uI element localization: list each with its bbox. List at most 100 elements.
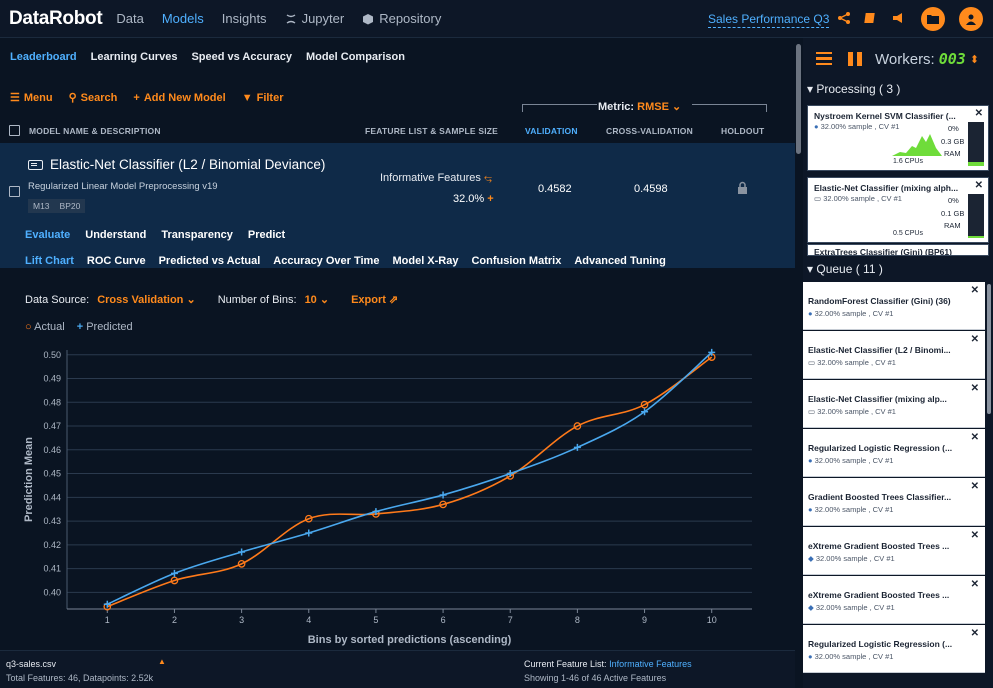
ram-bar xyxy=(968,194,984,238)
close-icon[interactable]: ✕ xyxy=(970,334,979,345)
col-holdout[interactable]: HOLDOUT xyxy=(721,126,765,136)
close-icon[interactable]: ✕ xyxy=(970,530,979,541)
col-validation[interactable]: VALIDATION xyxy=(525,126,578,136)
folder-button[interactable] xyxy=(921,7,945,31)
user-button[interactable] xyxy=(959,7,983,31)
datarobot-logo[interactable]: DataRobot xyxy=(9,7,103,29)
data-source-select[interactable]: Cross Validation ⌄ xyxy=(97,294,196,306)
tab-transparency[interactable]: Transparency xyxy=(161,229,233,241)
tab-roc-curve[interactable]: ROC Curve xyxy=(86,255,146,267)
tab-understand[interactable]: Understand xyxy=(85,229,147,241)
queue-item[interactable]: ✕ Elastic-Net Classifier (L2 / Binomi... ▭… xyxy=(803,331,985,379)
add-model-button[interactable]: + Add New Model xyxy=(133,91,226,104)
tab-leaderboard[interactable]: Leaderboard xyxy=(10,51,77,63)
nav-jupyter[interactable]: Jupyter xyxy=(285,11,344,26)
predicted-point xyxy=(305,529,313,537)
metric-selector[interactable]: Metric: RMSE ⌄ xyxy=(598,101,682,113)
actual-point xyxy=(439,500,447,509)
processing-card[interactable]: Elastic-Net Classifier (mixing alph... ✕… xyxy=(807,177,989,243)
workers-counter: Workers: 003 ⬍ xyxy=(875,50,980,68)
search-button[interactable]: ⚲ Search xyxy=(68,92,118,104)
processing-header[interactable]: ▾ Processing ( 3 ) xyxy=(807,82,901,96)
queue-item[interactable]: ✕ eXtreme Gradient Boosted Trees ... ◆ 32.… xyxy=(803,527,985,575)
model-row[interactable]: Elastic-Net Classifier (L2 / Binomial De… xyxy=(0,143,795,268)
queue-item[interactable]: ✕ Gradient Boosted Trees Classifier... ● 3… xyxy=(803,478,985,526)
queue-item[interactable]: ✕ eXtreme Gradient Boosted Trees ... ◆ 32.… xyxy=(803,576,985,624)
scrollbar-thumb[interactable] xyxy=(796,44,801,154)
model-title[interactable]: Elastic-Net Classifier (L2 / Binomial De… xyxy=(28,157,325,172)
close-icon[interactable]: ✕ xyxy=(970,432,979,443)
x-tick-label: 4 xyxy=(306,615,311,625)
queue-header[interactable]: ▾ Queue ( 11 ) xyxy=(807,262,883,276)
close-icon[interactable]: ✕ xyxy=(970,481,979,492)
caret-up-icon[interactable]: ▲ xyxy=(158,657,166,666)
hamburger-icon[interactable] xyxy=(816,52,832,65)
feature-list-link[interactable]: Informative Features xyxy=(609,659,692,669)
tab-model-comparison[interactable]: Model Comparison xyxy=(305,51,405,63)
nav-models[interactable]: Models xyxy=(161,11,204,26)
queue-item-title: Regularized Logistic Regression (... xyxy=(808,639,953,649)
series-line-actual xyxy=(107,356,713,608)
dataset-filename[interactable]: q3-sales.csv xyxy=(6,659,57,669)
stepper-icon[interactable]: ⬍ xyxy=(969,53,980,66)
folder-icon xyxy=(927,15,939,24)
tab-predicted-vs-actual[interactable]: Predicted vs Actual xyxy=(158,255,261,267)
evaluate-tabs: Lift Chart ROC Curve Predicted vs Actual… xyxy=(25,255,666,267)
python-icon: ● xyxy=(808,505,813,514)
nav-data[interactable]: Data xyxy=(116,11,144,26)
menu-button[interactable]: ☰ Menu xyxy=(10,92,53,104)
main-scrollbar[interactable] xyxy=(795,38,803,650)
megaphone-icon[interactable] xyxy=(890,11,906,27)
tab-model-xray[interactable]: Model X-Ray xyxy=(392,255,459,267)
y-tick-label: 0.40 xyxy=(43,587,61,597)
tab-advanced-tuning[interactable]: Advanced Tuning xyxy=(574,255,666,267)
tab-accuracy-over-time[interactable]: Accuracy Over Time xyxy=(273,255,380,267)
close-icon[interactable]: ✕ xyxy=(970,285,979,296)
x-tick-label: 1 xyxy=(105,615,110,625)
actual-point xyxy=(304,514,313,523)
tab-learning-curves[interactable]: Learning Curves xyxy=(90,51,178,63)
col-model-name[interactable]: MODEL NAME & DESCRIPTION xyxy=(29,126,161,136)
queue-item[interactable]: ✕ Regularized Logistic Regression (... ● 3… xyxy=(803,429,985,477)
nav-insights[interactable]: Insights xyxy=(221,11,267,26)
validation-score: 0.4582 xyxy=(538,183,572,195)
bins-select[interactable]: 10 ⌄ xyxy=(304,294,330,306)
processing-card[interactable]: ExtraTrees Classifier (Gini) (BP61) xyxy=(807,244,989,256)
queue-item-sample: 32.00% sample , CV #1 xyxy=(817,358,896,367)
export-button[interactable]: Export ⇗ xyxy=(351,294,399,306)
queue-item[interactable]: ✕ Regularized Logistic Regression (... ● 3… xyxy=(803,625,985,673)
processing-card[interactable]: Nystroem Kernel SVM Classifier (... ✕ ● … xyxy=(807,105,989,171)
tab-speed-vs-accuracy[interactable]: Speed vs Accuracy xyxy=(191,51,292,63)
close-icon[interactable]: ✕ xyxy=(974,180,983,191)
add-sample-icon[interactable]: + xyxy=(487,193,494,205)
close-icon[interactable]: ✕ xyxy=(974,108,983,119)
book-icon[interactable] xyxy=(862,11,878,27)
close-icon[interactable]: ✕ xyxy=(970,628,979,639)
close-icon[interactable]: ✕ xyxy=(970,383,979,394)
close-icon[interactable]: ✕ xyxy=(970,579,979,590)
queue-item[interactable]: ✕ Elastic-Net Classifier (mixing alp... ▭ … xyxy=(803,380,985,428)
tab-evaluate[interactable]: Evaluate xyxy=(25,229,71,241)
select-all-checkbox[interactable] xyxy=(9,125,20,136)
project-name[interactable]: Sales Performance Q3 xyxy=(708,12,830,28)
legend-actual[interactable]: ○ Actual xyxy=(25,321,65,333)
scrollbar-thumb[interactable] xyxy=(987,284,991,414)
tab-predict[interactable]: Predict xyxy=(247,229,286,241)
pause-icon[interactable] xyxy=(848,52,862,66)
nav-repository[interactable]: Repository xyxy=(362,11,441,26)
queue-item[interactable]: ✕ RandomForest Classifier (Gini) (36) ● 32… xyxy=(803,282,985,330)
col-cross-validation[interactable]: CROSS-VALIDATION xyxy=(606,126,693,136)
tab-lift-chart[interactable]: Lift Chart xyxy=(25,255,74,267)
predicted-point xyxy=(103,600,111,608)
queue-item-sample: 32.00% sample , CV #1 xyxy=(817,407,896,416)
tab-confusion-matrix[interactable]: Confusion Matrix xyxy=(471,255,562,267)
filter-button[interactable]: ▼ Filter xyxy=(241,91,284,104)
y-tick-label: 0.46 xyxy=(43,445,61,455)
sidebar-scrollbar[interactable] xyxy=(985,278,993,688)
model-checkbox[interactable] xyxy=(9,186,20,197)
legend-predicted[interactable]: + Predicted xyxy=(76,321,133,333)
blueprint-icon: ▭ xyxy=(808,358,816,367)
plot-area xyxy=(67,350,752,609)
share-icon[interactable] xyxy=(836,11,852,27)
col-feature-list[interactable]: FEATURE LIST & SAMPLE SIZE xyxy=(365,126,499,136)
